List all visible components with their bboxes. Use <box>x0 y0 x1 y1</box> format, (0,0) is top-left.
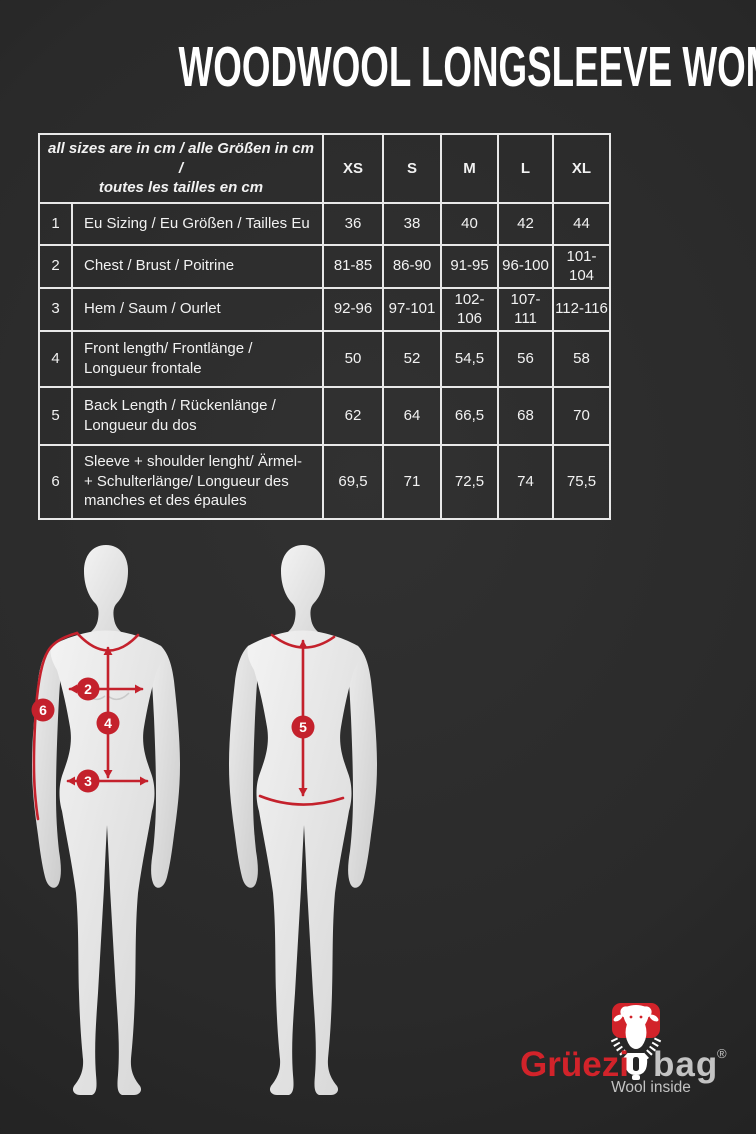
size-value: 101-104 <box>552 243 611 289</box>
zipper-slider-slot <box>633 1057 639 1071</box>
logo-registered-mark: ® <box>717 1046 727 1061</box>
table-header-row: all sizes are in cm / alle Größen in cm … <box>38 133 611 204</box>
size-value: 71 <box>382 443 442 520</box>
size-header-l: L <box>497 133 554 204</box>
size-value: 91-95 <box>440 243 499 289</box>
size-value: 50 <box>322 329 384 388</box>
row-label: Front length/ Frontlänge / Longueur fron… <box>71 329 324 388</box>
size-table: all sizes are in cm / alle Größen in cm … <box>38 133 611 520</box>
size-value: 44 <box>552 201 611 246</box>
row-label: Back Length / Rückenlänge / Longueur du … <box>71 385 324 446</box>
marker-4-label: 4 <box>104 715 112 731</box>
size-value: 72,5 <box>440 443 499 520</box>
page-title: WOODWOOL LONGSLEEVE WOMEN <box>178 35 756 99</box>
marker-3-label: 3 <box>84 773 92 789</box>
size-header-s: S <box>382 133 442 204</box>
marker-2-label: 2 <box>84 681 92 697</box>
row-number: 6 <box>38 443 73 520</box>
size-value: 75,5 <box>552 443 611 520</box>
measurement-marker-5: 5 <box>291 715 315 739</box>
size-value: 96-100 <box>497 243 554 289</box>
ram-eye-right <box>639 1015 643 1019</box>
logo-tagline: Wool inside <box>611 1079 691 1096</box>
table-row: 4 Front length/ Frontlänge / Longueur fr… <box>38 329 611 388</box>
page-title-wrap: WOODWOOL LONGSLEEVE WOMEN <box>0 34 756 100</box>
size-value: 42 <box>497 201 554 246</box>
size-value: 102-106 <box>440 286 499 332</box>
mannequin-back-figure <box>229 545 377 1095</box>
measurement-marker-6: 6 <box>31 698 55 722</box>
zipper-pull <box>632 1075 640 1080</box>
size-value: 40 <box>440 201 499 246</box>
measurement-marker-3: 3 <box>76 769 100 793</box>
row-number: 3 <box>38 286 73 332</box>
size-header-xl: XL <box>552 133 611 204</box>
marker-5-label: 5 <box>299 719 307 735</box>
measurement-marker-2: 2 <box>76 677 100 701</box>
size-value: 92-96 <box>322 286 384 332</box>
size-value: 56 <box>497 329 554 388</box>
size-value: 68 <box>497 385 554 446</box>
brand-logo: Grüezi bag ® Wool inside <box>520 1003 727 1096</box>
size-value: 69,5 <box>322 443 384 520</box>
size-value: 97-101 <box>382 286 442 332</box>
ram-face <box>623 1005 649 1031</box>
size-value: 66,5 <box>440 385 499 446</box>
table-row: 6 Sleeve + shoulder lenght/ Ärmel- + Sch… <box>38 443 611 520</box>
logo-ram-emblem <box>610 1003 662 1080</box>
units-note-cell: all sizes are in cm / alle Größen in cm … <box>38 133 324 204</box>
row-label: Sleeve + shoulder lenght/ Ärmel- + Schul… <box>71 443 324 520</box>
row-label: Hem / Saum / Ourlet <box>71 286 324 332</box>
logo-brand-second: bag <box>653 1045 718 1084</box>
table-row: 5 Back Length / Rückenlänge / Longueur d… <box>38 385 611 446</box>
row-label: Chest / Brust / Poitrine <box>71 243 324 289</box>
measurement-diagram: 2 3 4 5 6 <box>31 545 377 1095</box>
size-value: 86-90 <box>382 243 442 289</box>
ram-eye-left <box>629 1015 633 1019</box>
ram-wool <box>625 1024 647 1049</box>
units-note-line2: toutes les tailles en cm <box>98 179 264 196</box>
row-number: 4 <box>38 329 73 388</box>
size-value: 52 <box>382 329 442 388</box>
units-note-line1: all sizes are in cm / alle Größen in cm … <box>48 140 314 177</box>
size-value: 62 <box>322 385 384 446</box>
back-hip-measure-line <box>258 794 345 806</box>
table-row: 2 Chest / Brust / Poitrine 81-85 86-90 9… <box>38 243 611 289</box>
row-number: 5 <box>38 385 73 446</box>
size-value: 54,5 <box>440 329 499 388</box>
row-number: 1 <box>38 201 73 246</box>
mannequin-front-figure <box>32 545 180 1095</box>
size-value: 64 <box>382 385 442 446</box>
size-value: 112-116 <box>552 286 611 332</box>
table-row: 1 Eu Sizing / Eu Größen / Tailles Eu 36 … <box>38 201 611 246</box>
size-value: 38 <box>382 201 442 246</box>
logo-brand-first: Grüezi <box>520 1045 629 1084</box>
size-value: 70 <box>552 385 611 446</box>
table-row: 3 Hem / Saum / Ourlet 92-96 97-101 102-1… <box>38 286 611 332</box>
row-label: Eu Sizing / Eu Größen / Tailles Eu <box>71 201 324 246</box>
size-value: 58 <box>552 329 611 388</box>
measurement-marker-4: 4 <box>96 711 120 735</box>
marker-6-label: 6 <box>39 702 47 718</box>
size-value: 107-111 <box>497 286 554 332</box>
size-value: 36 <box>322 201 384 246</box>
size-value: 81-85 <box>322 243 384 289</box>
row-number: 2 <box>38 243 73 289</box>
ram-ear-left <box>613 1014 623 1022</box>
size-value: 74 <box>497 443 554 520</box>
ram-ear-right <box>649 1014 659 1022</box>
size-header-m: M <box>440 133 499 204</box>
size-header-xs: XS <box>322 133 384 204</box>
